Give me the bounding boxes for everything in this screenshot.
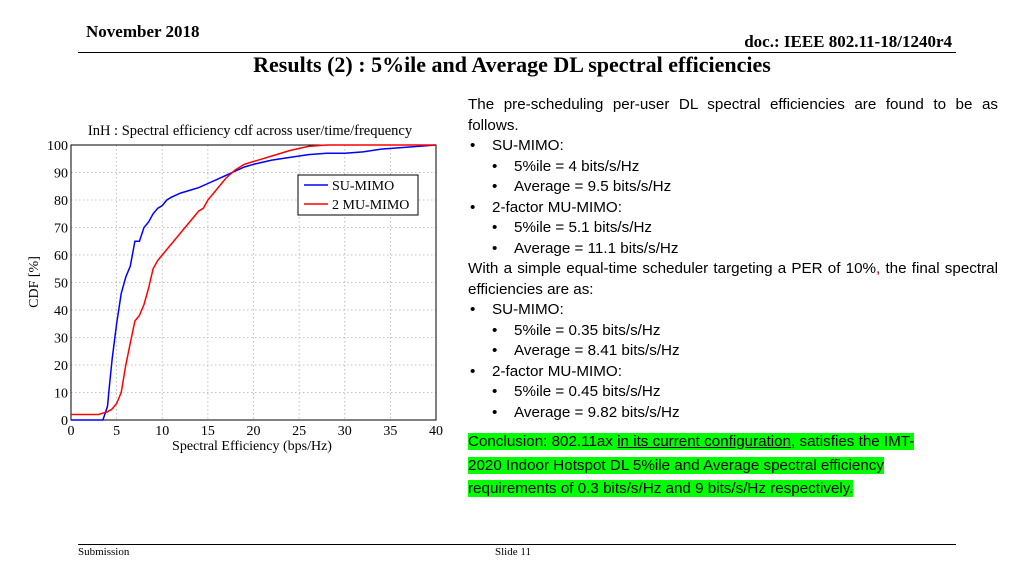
bullet-su-pre-avg: Average = 9.5 bits/s/Hz — [468, 177, 998, 198]
x-tick-label: 0 — [68, 424, 75, 439]
y-tick-label: 40 — [54, 304, 68, 319]
x-tick-label: 35 — [383, 424, 397, 439]
plot-frame — [70, 144, 437, 421]
x-axis-label: Spectral Efficiency (bps/Hz) — [172, 439, 332, 454]
y-tick-label: 90 — [54, 167, 68, 182]
header-date: November 2018 — [86, 22, 200, 41]
x-tick-label: 5 — [113, 424, 120, 439]
bullet-mu-mimo-pre: 2-factor MU-MIMO: — [468, 198, 998, 219]
chart-ticks: 0 5 10 15 20 25 30 35 40 0 10 20 30 40 50 60 70 80 90 100 — [47, 139, 443, 439]
bullet-mu-mimo-post: 2-factor MU-MIMO: — [468, 362, 998, 383]
chart-title: InH : Spectral efficiency cdf across use… — [88, 123, 413, 139]
conclusion-block: Conclusion: 802.11ax in its current conf… — [468, 430, 915, 501]
bullet-su-post-5ile: 5%ile = 0.35 bits/s/Hz — [468, 321, 998, 342]
x-tick-label: 15 — [201, 424, 215, 439]
bullet-mu-post-avg: Average = 9.82 bits/s/Hz — [468, 403, 998, 424]
y-tick-label: 20 — [54, 359, 68, 374]
x-tick-label: 25 — [292, 424, 306, 439]
header-doc-id: doc.: IEEE 802.11-18/1240r4 — [744, 32, 952, 51]
y-tick-label: 100 — [47, 139, 68, 154]
conclusion-text-line3: requirements of 0.3 bits/s/Hz and 9 bits… — [468, 480, 854, 497]
y-tick-label: 0 — [61, 414, 68, 429]
conclusion-line-3: requirements of 0.3 bits/s/Hz and 9 bits… — [468, 477, 914, 501]
slide-title: Results (2) : 5%ile and Average DL spect… — [253, 52, 771, 77]
intro-paragraph: The pre-scheduling per-user DL spectral … — [468, 96, 998, 134]
bullet-mu-pre-avg: Average = 11.1 bits/s/Hz — [468, 239, 998, 260]
footer-submission: Submission — [78, 546, 130, 558]
header-divider — [78, 52, 956, 53]
x-tick-label: 10 — [155, 424, 169, 439]
x-tick-label: 20 — [247, 424, 261, 439]
legend-label-mu: 2 MU-MIMO — [332, 198, 409, 213]
bullet-mu-pre-5ile: 5%ile = 5.1 bits/s/Hz — [468, 218, 998, 239]
y-tick-label: 10 — [54, 387, 68, 402]
cdf-chart: InH : Spectral efficiency cdf across use… — [27, 123, 443, 454]
bullet-su-pre-5ile: 5%ile = 4 bits/s/Hz — [468, 157, 998, 178]
bullet-su-mimo-post: SU-MIMO: — [468, 300, 998, 321]
chart-series — [71, 144, 437, 421]
scheduler-paragraph: With a simple equal-time scheduler targe… — [468, 259, 998, 300]
y-tick-label: 50 — [54, 277, 68, 292]
scheduler-text-b: the final spectral efficiencies are as: — [468, 260, 998, 298]
series-line-su-mimo — [71, 144, 437, 421]
bullet-su-mimo-pre: SU-MIMO: — [468, 136, 998, 157]
y-tick-label: 70 — [54, 222, 68, 237]
legend-label-su: SU-MIMO — [332, 179, 394, 194]
footer-slide-number: Slide 11 — [495, 546, 531, 558]
conclusion-text-b: , satisfies the IMT- — [791, 433, 915, 450]
conclusion-text-a: Conclusion: 802.11ax — [468, 433, 618, 450]
chart-legend: SU-MIMO 2 MU-MIMO — [297, 174, 419, 216]
body-text: The pre-scheduling per-user DL spectral … — [468, 95, 998, 423]
bullet-mu-post-5ile: 5%ile = 0.45 bits/s/Hz — [468, 382, 998, 403]
conclusion-line-2: 2020 Indoor Hotspot DL 5%ile and Average… — [468, 454, 914, 478]
scheduler-text-a: With a simple equal-time scheduler targe… — [468, 260, 877, 277]
scheduler-comma: , — [876, 260, 881, 277]
conclusion-text-line2: 2020 Indoor Hotspot DL 5%ile and Average… — [468, 456, 884, 474]
bullet-su-post-avg: Average = 8.41 bits/s/Hz — [468, 341, 998, 362]
x-tick-label: 40 — [429, 424, 443, 439]
y-axis-label: CDF [%] — [27, 256, 42, 308]
x-tick-label: 30 — [338, 424, 352, 439]
series-line-mu-mimo — [71, 144, 436, 416]
footer-divider — [78, 544, 956, 545]
y-tick-label: 60 — [54, 249, 68, 264]
legend-box — [297, 174, 419, 216]
y-tick-label: 80 — [54, 194, 68, 209]
conclusion-underlined: in its current configuration — [617, 433, 792, 450]
y-tick-label: 30 — [54, 332, 68, 347]
conclusion-line-1: Conclusion: 802.11ax in its current conf… — [468, 430, 915, 454]
